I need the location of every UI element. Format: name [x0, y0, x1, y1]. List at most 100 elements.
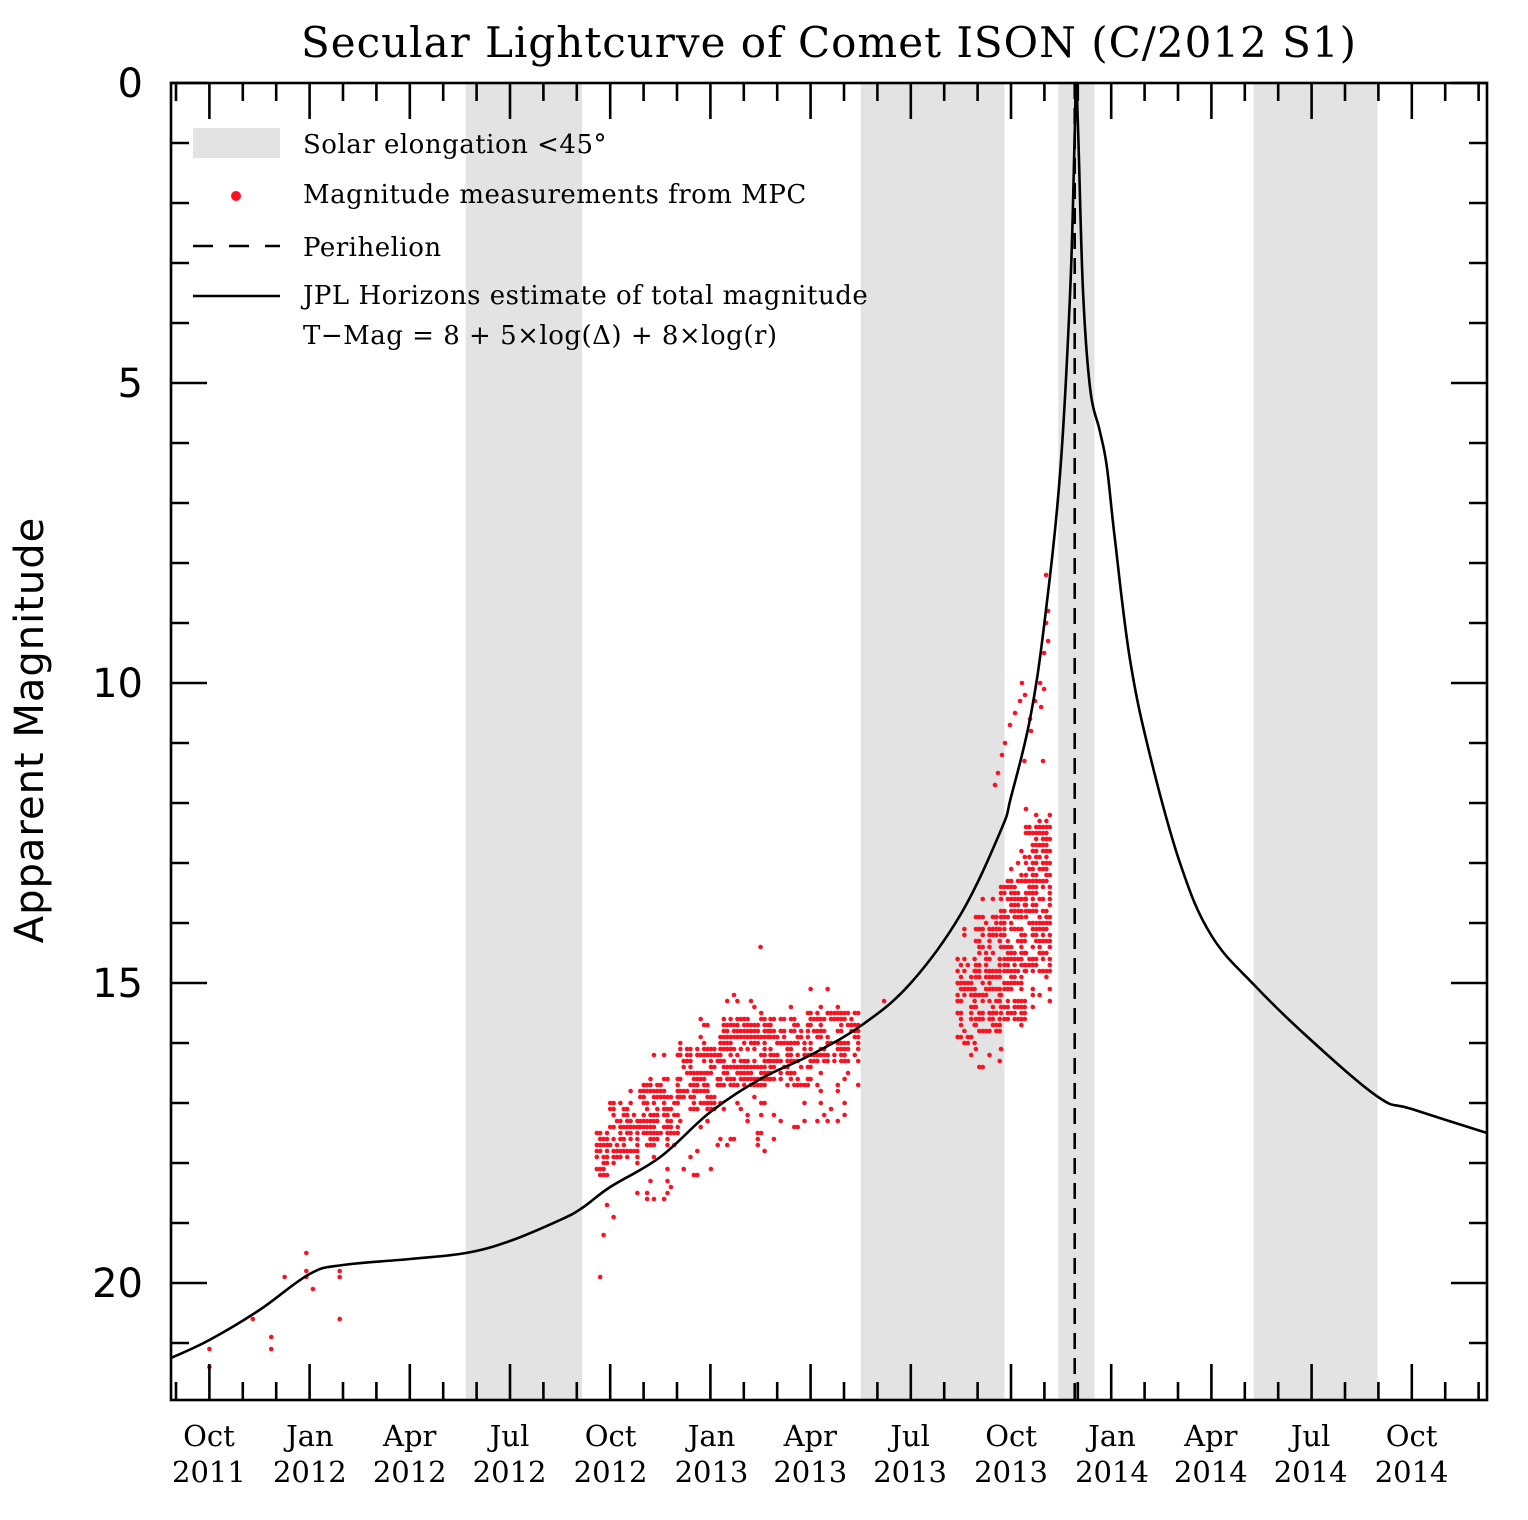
- data-point: [1037, 914, 1042, 920]
- data-point: [1044, 920, 1049, 926]
- data-point: [611, 1124, 616, 1130]
- data-point: [788, 1058, 794, 1064]
- data-point: [821, 1052, 827, 1058]
- data-point: [977, 968, 982, 974]
- data-point: [755, 1142, 761, 1148]
- data-point: [775, 1034, 780, 1040]
- data-point: [1019, 974, 1024, 980]
- data-point: [968, 992, 974, 998]
- data-point: [1033, 890, 1039, 896]
- data-point: [1047, 968, 1053, 974]
- data-point: [1044, 818, 1049, 824]
- data-point: [1019, 1004, 1024, 1010]
- data-point: [1012, 974, 1017, 980]
- data-point: [684, 1046, 690, 1052]
- data-point: [1019, 878, 1024, 884]
- data-point: [644, 1196, 650, 1202]
- data-point: [618, 1148, 623, 1154]
- data-point: [1027, 824, 1032, 830]
- data-point: [771, 1136, 777, 1142]
- data-point: [731, 1034, 737, 1040]
- data-point: [597, 1148, 603, 1154]
- data-point: [1030, 956, 1036, 962]
- data-point: [997, 998, 1002, 1004]
- data-point: [601, 1154, 606, 1160]
- data-point: [1037, 878, 1042, 884]
- data-point: [781, 1028, 787, 1034]
- data-point: [1030, 884, 1036, 890]
- data-point: [1008, 950, 1014, 956]
- data-point: [1033, 908, 1039, 914]
- data-point: [1015, 908, 1021, 914]
- data-point: [604, 1130, 610, 1136]
- x-tick-label-year: 2012: [273, 1455, 347, 1489]
- data-point: [1040, 956, 1046, 962]
- data-point: [745, 1028, 750, 1034]
- data-point: [842, 1046, 847, 1052]
- data-point: [735, 1034, 740, 1040]
- data-point: [1033, 938, 1039, 944]
- data-point: [977, 914, 982, 920]
- data-point: [712, 1100, 717, 1106]
- data-point: [594, 1130, 600, 1136]
- data-point: [745, 1046, 750, 1052]
- data-point: [1040, 932, 1046, 938]
- data-point: [1044, 866, 1049, 872]
- data-point: [337, 1274, 343, 1280]
- data-point: [1040, 830, 1046, 836]
- data-point: [968, 980, 974, 986]
- data-point: [973, 992, 979, 998]
- data-point: [980, 1028, 985, 1034]
- x-tick-label-month: Apr: [1183, 1419, 1238, 1453]
- data-point: [1047, 944, 1053, 950]
- data-point: [808, 1010, 813, 1016]
- data-point: [1037, 680, 1043, 686]
- data-point: [955, 980, 960, 986]
- data-point: [1019, 962, 1024, 968]
- data-point: [1002, 1016, 1007, 1022]
- data-point: [604, 1148, 610, 1154]
- data-point: [818, 1100, 824, 1106]
- data-point: [828, 1010, 834, 1016]
- data-point: [655, 1136, 660, 1142]
- solar-elongation-bands: [465, 83, 1378, 1400]
- data-point: [980, 1016, 985, 1022]
- data-point: [998, 992, 1004, 998]
- data-point: [628, 1148, 633, 1154]
- data-point: [741, 1028, 747, 1034]
- data-point: [778, 1070, 783, 1076]
- data-point: [1044, 914, 1049, 920]
- data-point: [1008, 968, 1014, 974]
- data-point: [958, 980, 964, 986]
- data-point: [684, 1070, 690, 1076]
- data-point: [768, 1052, 773, 1058]
- data-point: [665, 1136, 670, 1142]
- data-point: [1047, 956, 1053, 962]
- x-tick-label-month: Jul: [1288, 1419, 1331, 1453]
- data-point: [1017, 698, 1023, 704]
- data-point: [1040, 860, 1046, 866]
- data-point: [661, 1052, 667, 1058]
- data-point: [818, 1052, 824, 1058]
- data-point: [1019, 986, 1024, 992]
- data-point: [1044, 968, 1049, 974]
- data-point: [718, 1082, 723, 1088]
- data-point: [818, 1070, 824, 1076]
- data-point: [955, 956, 960, 962]
- data-point: [611, 1100, 616, 1106]
- data-point: [775, 1052, 780, 1058]
- data-point: [1023, 872, 1029, 878]
- data-point: [708, 1094, 714, 1100]
- data-point: [835, 1082, 841, 1088]
- data-point: [825, 986, 830, 992]
- data-point: [980, 992, 985, 998]
- data-point: [994, 1022, 999, 1028]
- data-point: [731, 992, 737, 998]
- data-point: [845, 1058, 851, 1064]
- data-point: [1023, 878, 1029, 884]
- data-point: [808, 1016, 813, 1022]
- data-point: [758, 1082, 764, 1088]
- y-tick-label: 15: [92, 961, 143, 1007]
- data-point: [838, 1052, 844, 1058]
- data-point: [721, 1058, 727, 1064]
